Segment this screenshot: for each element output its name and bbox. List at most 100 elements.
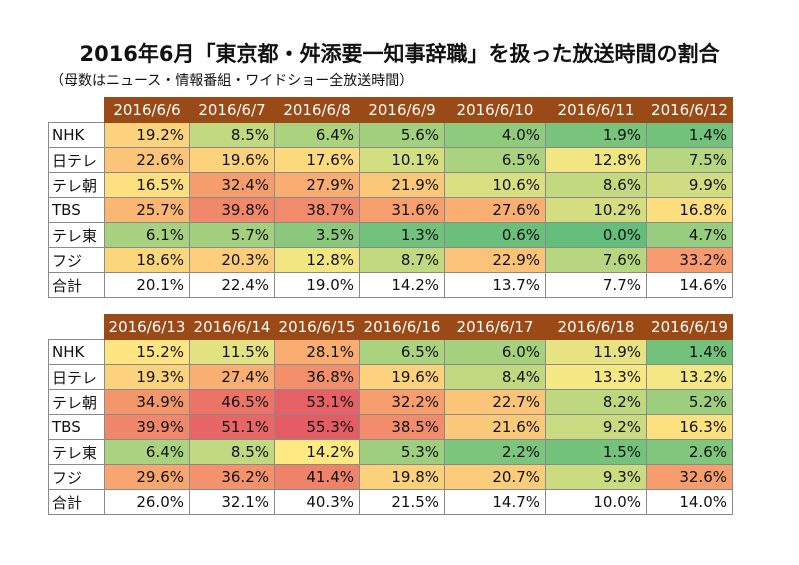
heatmap-cell: 17.6% [274,147,360,173]
date-header: 2016/6/18 [545,314,647,340]
row-label: TBS [48,197,105,223]
heatmap-cell: 6.5% [444,147,546,173]
row-label: NHK [48,122,105,148]
total-cell: 32.1% [189,489,275,515]
row-label: NHK [48,339,105,365]
date-header: 2016/6/12 [646,97,733,123]
heatmap-cell: 1.4% [646,122,733,148]
heatmap-cell: 32.2% [359,389,445,415]
chart-subtitle: （母数はニュース・情報番組・ワイドショー全放送時間） [50,73,414,89]
heatmap-cell: 22.6% [104,147,190,173]
heatmap-cell: 19.6% [189,147,275,173]
heatmap-cell: 16.5% [104,172,190,198]
corner-blank [49,98,105,123]
total-cell: 14.0% [646,489,733,515]
row-label: テレ東 [48,222,105,248]
total-cell: 14.2% [359,272,445,298]
heatmap-cell: 16.8% [646,197,733,223]
heatmap-cell: 7.5% [646,147,733,173]
heatmap-cell: 6.4% [274,122,360,148]
heatmap-cell: 6.4% [104,439,190,465]
heatmap-cell: 8.5% [189,439,275,465]
heatmap-cell: 13.3% [545,364,647,390]
table-row: フジ 29.6% 36.2% 41.4% 19.8% 20.7% 9.3% 32.6% [48,464,733,490]
total-row: 合計 26.0% 32.1% 40.3% 21.5% 14.7% 10.0% 14.0% [48,489,733,515]
total-cell: 26.0% [104,489,190,515]
date-header: 2016/6/11 [545,97,647,123]
heatmap-cell: 1.3% [359,222,445,248]
heatmap-cell: 19.3% [104,364,190,390]
total-cell: 14.7% [444,489,546,515]
table-row: TBS 25.7% 39.8% 38.7% 31.6% 27.6% 10.2% 16.8% [48,197,733,223]
heatmap-cell: 8.6% [545,172,647,198]
total-cell: 19.0% [274,272,360,298]
heatmap-cell: 8.4% [444,364,546,390]
heatmap-cell: 6.0% [444,339,546,365]
heatmap-cell: 38.7% [274,197,360,223]
heatmap-cell: 9.2% [545,414,647,440]
date-header: 2016/6/6 [104,97,190,123]
heatmap-cell: 0.0% [545,222,647,248]
heatmap-cell: 7.6% [545,247,647,273]
table-row: 日テレ 22.6% 19.6% 17.6% 10.1% 6.5% 12.8% 7.5% [48,147,733,173]
table-row: NHK 15.2% 11.5% 28.1% 6.5% 6.0% 11.9% 1.4% [48,339,733,365]
heatmap-cell: 0.6% [444,222,546,248]
total-cell: 10.0% [545,489,647,515]
heatmap-cell: 27.6% [444,197,546,223]
heatmap-cell: 31.6% [359,197,445,223]
heatmap-cell: 8.2% [545,389,647,415]
heatmap-cell: 21.6% [444,414,546,440]
heatmap-cell: 8.7% [359,247,445,273]
table-row: テレ東 6.4% 8.5% 14.2% 5.3% 2.2% 1.5% 2.6% [48,439,733,465]
heatmap-cell: 11.5% [189,339,275,365]
heatmap-cell: 20.3% [189,247,275,273]
heatmap-cell: 33.2% [646,247,733,273]
heatmap-cell: 4.0% [444,122,546,148]
heatmap-cell: 29.6% [104,464,190,490]
row-label: テレ朝 [48,389,105,415]
date-header: 2016/6/14 [189,314,275,340]
heatmap-cell: 51.1% [189,414,275,440]
heatmap-cell: 1.4% [646,339,733,365]
total-label: 合計 [48,272,105,298]
heatmap-cell: 34.9% [104,389,190,415]
row-label: フジ [48,464,105,490]
heatmap-cell: 39.8% [189,197,275,223]
total-cell: 40.3% [274,489,360,515]
heatmap-cell: 14.2% [274,439,360,465]
heatmap-cell: 11.9% [545,339,647,365]
heatmap-cell: 2.6% [646,439,733,465]
row-label: テレ朝 [48,172,105,198]
table-row: テレ朝 16.5% 32.4% 27.9% 21.9% 10.6% 8.6% 9.9% [48,172,733,198]
heatmap-cell: 27.4% [189,364,275,390]
heatmap-cell: 39.9% [104,414,190,440]
heatmap-cell: 19.8% [359,464,445,490]
heatmap-cell: 19.6% [359,364,445,390]
heatmap-cell: 6.5% [359,339,445,365]
heatmap-table-week1: 2016/6/6 2016/6/7 2016/6/8 2016/6/9 2016/6/1… [48,97,733,298]
corner-blank [49,315,105,340]
heatmap-cell: 28.1% [274,339,360,365]
table-row: テレ東 6.1% 5.7% 3.5% 1.3% 0.6% 0.0% 4.7% [48,222,733,248]
heatmap-cell: 15.2% [104,339,190,365]
chart-title: 2016年6月「東京都・舛添要一知事辞職」を扱った放送時間の割合 [79,42,720,66]
table-row: 日テレ 19.3% 27.4% 36.8% 19.6% 8.4% 13.3% 13.2% [48,364,733,390]
date-header: 2016/6/8 [274,97,360,123]
heatmap-cell: 22.7% [444,389,546,415]
total-cell: 22.4% [189,272,275,298]
heatmap-cell: 36.8% [274,364,360,390]
row-label: TBS [48,414,105,440]
heatmap-cell: 12.8% [545,147,647,173]
table-row: テレ朝 34.9% 46.5% 53.1% 32.2% 22.7% 8.2% 5.2% [48,389,733,415]
total-cell: 14.6% [646,272,733,298]
heatmap-cell: 46.5% [189,389,275,415]
heatmap-cell: 38.5% [359,414,445,440]
row-label: フジ [48,247,105,273]
heatmap-cell: 6.1% [104,222,190,248]
heatmap-cell: 13.2% [646,364,733,390]
table-row: TBS 39.9% 51.1% 55.3% 38.5% 21.6% 9.2% 16.3% [48,414,733,440]
heatmap-cell: 4.7% [646,222,733,248]
date-header: 2016/6/17 [444,314,546,340]
heatmap-cell: 9.3% [545,464,647,490]
heatmap-cell: 25.7% [104,197,190,223]
